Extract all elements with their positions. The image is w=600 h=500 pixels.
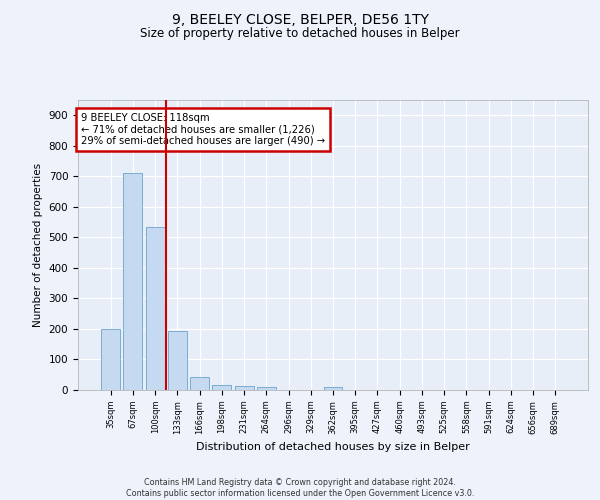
Text: Size of property relative to detached houses in Belper: Size of property relative to detached ho… — [140, 28, 460, 40]
Bar — [190, 376, 209, 390]
Bar — [146, 226, 164, 390]
Text: 9, BEELEY CLOSE, BELPER, DE56 1TY: 9, BEELEY CLOSE, BELPER, DE56 1TY — [172, 12, 428, 26]
Y-axis label: Number of detached properties: Number of detached properties — [33, 163, 43, 327]
Text: Contains HM Land Registry data © Crown copyright and database right 2024.
Contai: Contains HM Land Registry data © Crown c… — [126, 478, 474, 498]
Bar — [168, 332, 187, 390]
Bar — [124, 174, 142, 390]
Text: 9 BEELEY CLOSE: 118sqm
← 71% of detached houses are smaller (1,226)
29% of semi-: 9 BEELEY CLOSE: 118sqm ← 71% of detached… — [80, 113, 325, 146]
Bar — [257, 388, 276, 390]
Bar — [323, 388, 343, 390]
Bar — [212, 384, 231, 390]
Bar — [101, 329, 120, 390]
Bar — [235, 386, 254, 390]
X-axis label: Distribution of detached houses by size in Belper: Distribution of detached houses by size … — [196, 442, 470, 452]
